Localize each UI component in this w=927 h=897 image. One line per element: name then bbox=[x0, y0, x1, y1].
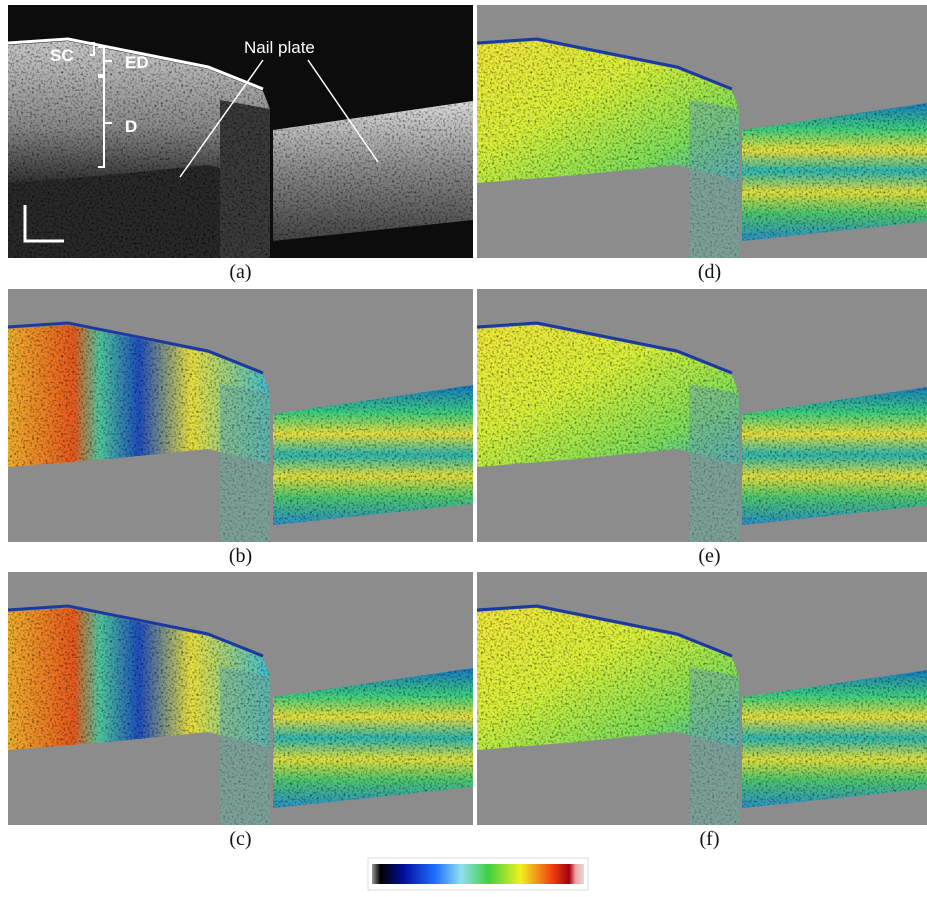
column-tissue bbox=[689, 667, 739, 825]
annotation-d: D bbox=[125, 117, 137, 136]
annotation-sc: SC bbox=[50, 46, 74, 65]
panel-label: (b) bbox=[229, 545, 252, 567]
panel: (b) bbox=[8, 289, 473, 567]
column-tissue bbox=[689, 100, 739, 258]
colorbar-gradient bbox=[372, 864, 584, 884]
colorbar bbox=[368, 858, 588, 890]
image bbox=[477, 289, 927, 542]
annotation-nail-plate: Nail plate bbox=[244, 38, 315, 57]
panel-label: (e) bbox=[698, 545, 720, 567]
column-tissue bbox=[220, 100, 270, 258]
panel-label: (c) bbox=[229, 828, 251, 850]
image bbox=[477, 572, 927, 825]
image bbox=[8, 289, 473, 542]
panel-label: (a) bbox=[229, 261, 251, 283]
panels: (a) SC ED D Nail plate (b) (c) (d) (e) (f) bbox=[8, 5, 927, 850]
image bbox=[8, 572, 473, 825]
image bbox=[8, 5, 473, 258]
panel-label: (d) bbox=[698, 261, 721, 283]
panel: (a) SC ED D Nail plate bbox=[8, 5, 473, 283]
figure: (a) SC ED D Nail plate (b) (c) (d) (e) (f) bbox=[0, 0, 927, 897]
column-tissue bbox=[220, 384, 270, 542]
column-tissue bbox=[689, 384, 739, 542]
column-tissue bbox=[220, 667, 270, 825]
panel: (c) bbox=[8, 572, 473, 850]
panel: (f) bbox=[477, 572, 927, 850]
image bbox=[477, 5, 927, 258]
panel-label: (f) bbox=[700, 828, 720, 850]
annotation-ed: ED bbox=[125, 53, 149, 72]
panel: (e) bbox=[477, 289, 927, 567]
panel: (d) bbox=[477, 5, 927, 283]
